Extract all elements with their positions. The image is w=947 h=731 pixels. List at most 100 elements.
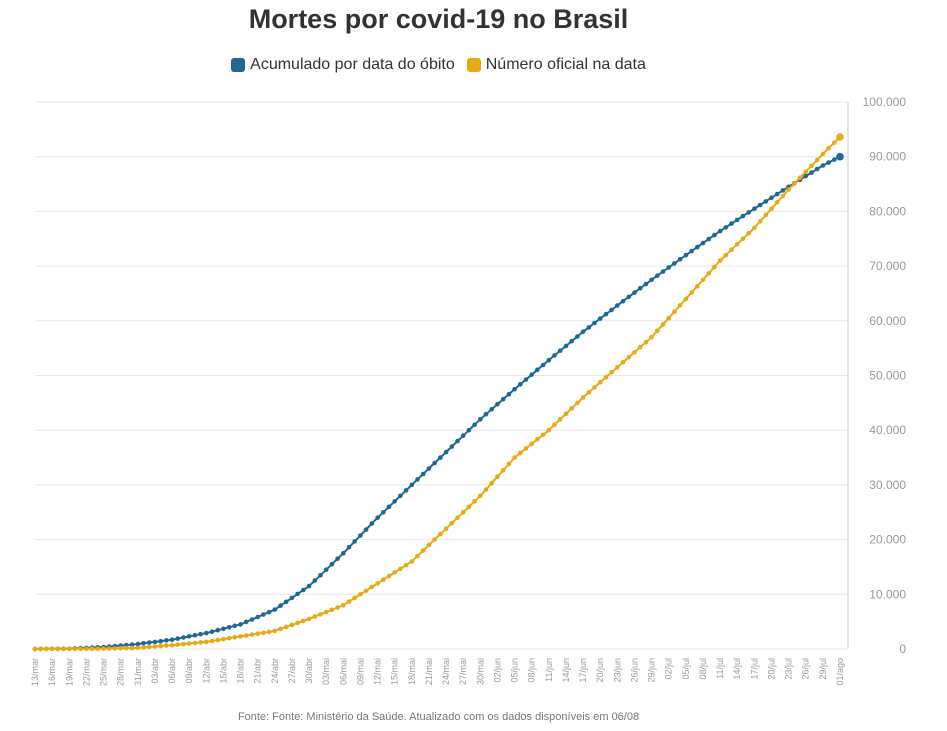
- x-tick-label: 30/mai: [475, 658, 485, 685]
- data-point-1: [626, 355, 632, 360]
- chart-title: Mortes por covid-19 no Brasil: [248, 4, 629, 34]
- data-point-0: [192, 633, 198, 638]
- x-tick-label: 17/jun: [578, 658, 588, 683]
- data-point-1: [381, 577, 386, 582]
- x-tick-label: 17/jul: [749, 658, 759, 680]
- legend-swatch-official: [466, 58, 481, 72]
- data-point-0: [489, 406, 495, 412]
- legend-item-official[interactable]: Número oficial na data: [466, 56, 646, 74]
- data-point-0: [643, 281, 649, 287]
- data-point-1: [232, 635, 238, 640]
- data-point-1: [215, 637, 220, 643]
- data-point-0: [358, 533, 363, 538]
- data-point-0: [278, 603, 283, 608]
- x-tick-label: 06/abr: [167, 658, 177, 684]
- data-point-1: [603, 375, 609, 380]
- data-point-0: [135, 641, 141, 647]
- data-point-0: [283, 599, 289, 605]
- data-point-1: [706, 271, 711, 276]
- data-point-0: [449, 444, 455, 449]
- legend-item-accumulated[interactable]: Acumulado por data do óbito: [231, 56, 455, 74]
- data-point-1: [198, 640, 203, 645]
- x-tick-label: 12/abr: [201, 658, 211, 684]
- x-tick-label: 22/mar: [81, 658, 91, 686]
- data-point-1: [449, 520, 455, 526]
- series-line-0: [34, 155, 841, 650]
- data-point-1: [809, 163, 814, 169]
- x-tick-label: 28/mar: [116, 658, 126, 686]
- data-point-1: [38, 646, 43, 652]
- data-point-1: [683, 296, 689, 302]
- x-tick-label: 30/abr: [304, 658, 314, 684]
- data-point-1: [238, 634, 243, 639]
- data-point-1: [500, 468, 506, 473]
- x-tick-label: 05/jun: [510, 658, 520, 683]
- data-point-1: [580, 395, 586, 400]
- legend-label-accumulated: Acumulado por data do óbito: [250, 56, 455, 73]
- x-tick-label: 31/mar: [133, 658, 143, 686]
- data-point-0: [752, 206, 757, 211]
- data-point-0: [672, 261, 677, 266]
- data-point-1: [346, 599, 352, 604]
- data-point-0: [774, 191, 780, 197]
- data-point-1: [466, 504, 472, 510]
- data-point-1: [101, 646, 106, 651]
- data-point-0: [346, 545, 352, 550]
- data-point-0: [626, 294, 632, 300]
- data-point-0: [460, 433, 466, 439]
- data-point-1: [660, 322, 666, 327]
- data-point-0: [295, 591, 300, 597]
- data-point-1: [495, 474, 500, 480]
- source-note: Fonte: Fonte: Ministério da Saúde. Atual…: [237, 711, 640, 723]
- data-point-0: [141, 641, 146, 646]
- data-point-0: [249, 617, 255, 622]
- data-point-1: [432, 537, 437, 542]
- x-tick-label: 20/jul: [766, 658, 776, 680]
- x-tick-label: 01/ago: [835, 658, 845, 686]
- data-point-0: [620, 298, 626, 304]
- data-point-1: [72, 646, 78, 652]
- data-point-1: [118, 646, 123, 651]
- data-point-0: [318, 572, 323, 578]
- data-point-0: [569, 338, 574, 344]
- data-point-1: [792, 181, 797, 186]
- data-point-1: [763, 212, 769, 218]
- data-point-0: [506, 391, 512, 397]
- data-point-1: [552, 422, 557, 428]
- data-point-0: [323, 567, 329, 572]
- y-tick-label: 10.000: [869, 587, 906, 601]
- data-point-1: [124, 645, 129, 651]
- data-point-1: [586, 390, 592, 395]
- x-tick-label: 24/mai: [441, 658, 451, 685]
- data-point-1: [717, 258, 723, 263]
- data-point-0: [158, 638, 163, 644]
- x-tick-label: 03/mai: [321, 658, 331, 685]
- data-point-1: [341, 602, 346, 608]
- data-point-0: [478, 417, 483, 422]
- data-point-0: [575, 334, 580, 339]
- data-point-1: [666, 315, 671, 321]
- data-point-0: [832, 157, 837, 162]
- data-point-1: [420, 548, 426, 553]
- data-point-1: [569, 406, 574, 411]
- data-point-1: [814, 157, 820, 163]
- data-point-1: [649, 334, 654, 340]
- data-point-0: [780, 188, 786, 193]
- data-point-0: [403, 488, 409, 493]
- x-tick-label: 27/abr: [287, 658, 297, 684]
- data-point-1: [460, 510, 466, 515]
- data-point-1: [261, 630, 266, 636]
- x-tick-label: 12/mai: [373, 658, 383, 685]
- data-point-1: [832, 140, 837, 145]
- data-point-0: [689, 248, 694, 254]
- data-point-1: [620, 360, 626, 365]
- x-tick-label: 13/mar: [30, 658, 40, 686]
- data-point-1: [820, 151, 826, 157]
- data-point-0: [415, 477, 420, 482]
- data-point-0: [306, 583, 312, 589]
- y-tick-label: 60.000: [869, 314, 906, 328]
- data-point-1: [95, 646, 101, 651]
- data-point-1: [323, 609, 329, 615]
- data-point-0: [740, 213, 746, 219]
- data-point-0: [836, 152, 844, 161]
